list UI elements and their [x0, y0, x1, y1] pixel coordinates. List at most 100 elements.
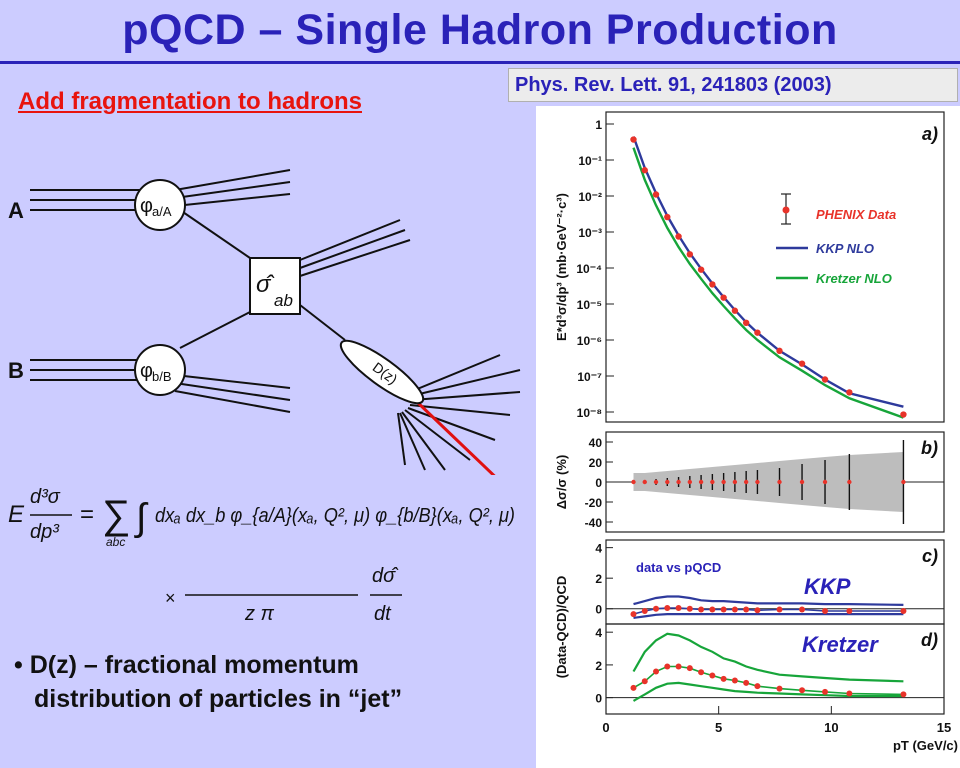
panel-d-data-point: [754, 683, 761, 690]
panel-d-data-point: [675, 663, 682, 670]
phenix-data-point: [652, 191, 660, 198]
panel-b-sys-band: [633, 452, 904, 512]
legend-data-marker: [782, 206, 790, 214]
xtick-label: 15: [937, 720, 951, 735]
phenix-data-point: [754, 329, 761, 336]
panel-d-ytick-label: 0: [595, 692, 602, 706]
phi-aA-sub: a/A: [152, 204, 172, 219]
panel-c-data-point: [776, 606, 783, 613]
formula-sum-sub: abc: [106, 535, 125, 549]
citation-box: Phys. Rev. Lett. 91, 241803 (2003): [508, 68, 958, 102]
bullet-fragmentation: • D(z) – fractional momentum distribution…: [14, 648, 402, 716]
panel-c-data-point: [731, 606, 738, 613]
panel-c-series-label: KKP: [804, 574, 851, 599]
panel-d-data-point: [731, 677, 738, 684]
panel-d-data-point: [630, 684, 637, 691]
formula-sum: ∑: [102, 493, 131, 537]
phenix-data-point: [641, 167, 648, 174]
phenix-data-point: [742, 319, 750, 327]
panel-b-point: [642, 479, 647, 485]
phenix-data-point: [709, 281, 716, 288]
panel-a-frame: [605, 111, 945, 423]
panel-b-ylabel: Δσ/σ (%): [554, 455, 569, 510]
xtick-label: 5: [715, 720, 722, 735]
panel-c-ytick-label: 4: [595, 542, 602, 556]
panel-c-data-point: [799, 606, 806, 613]
panel-c-data-point: [743, 606, 750, 613]
sigma-hat-symbol: σ̂: [256, 271, 274, 298]
panel-d-series-label: Kretzer: [802, 632, 879, 657]
panel-d-data-point: [698, 669, 705, 676]
panel-b-ytick-label: 0: [595, 476, 602, 490]
panel-a-ylabel: E*d³σ/dp³ (mb·GeV⁻²·c³): [554, 193, 569, 341]
panel-d-label: d): [921, 630, 938, 650]
panel-b-point: [799, 479, 805, 485]
panel-c-data-point: [641, 608, 648, 615]
sigma-sub: ab: [274, 291, 293, 310]
panel-d-data-point: [776, 685, 783, 692]
phi-bB-symbol: φ: [140, 360, 153, 382]
formula-equals: =: [80, 501, 94, 528]
phenix-data-point: [630, 136, 637, 143]
figure-labels: 1 10⁻¹ 10⁻² 10⁻³ 10⁻⁴ 10⁻⁵ 10⁻⁶ 10⁻⁷ 10⁻⁸ a) E*d³σ…: [554, 118, 958, 753]
phenix-data-point: [776, 347, 783, 355]
formula-integral: ∫: [134, 497, 149, 539]
panel-c-data-point: [822, 608, 829, 615]
panel-a-label: a): [922, 124, 938, 144]
panel-c-band-lower: [633, 613, 904, 619]
panel-b-point: [822, 479, 828, 485]
panel-c-data-point: [698, 606, 705, 613]
phi-aA-blob: [134, 179, 186, 231]
phenix-data-point: [675, 233, 682, 240]
panel-d-data-point: [664, 663, 671, 670]
formula-dsig-den: dt: [374, 603, 392, 625]
formula-dsig-num: dσ̂: [372, 565, 399, 587]
panel-d-band-lower: [632, 681, 904, 702]
panel-b-point: [631, 479, 636, 485]
legend-kkp-nlo: KKP NLO: [816, 241, 874, 256]
panel-c-data-point: [675, 604, 682, 611]
panel-c-data-point: [709, 606, 716, 613]
panel-d-band-upper: [632, 632, 904, 683]
panel-d-data-point: [641, 678, 648, 685]
panel-b-ytick-label: 40: [589, 436, 603, 450]
panel-cd-ylabel: (Data-QCD)/QCD: [554, 576, 569, 679]
panel-d-data-point: [900, 691, 907, 698]
phenix-data-point: [720, 294, 727, 301]
panel-d-data-point: [709, 672, 716, 679]
label-A: A: [8, 198, 24, 223]
panel-b-point: [676, 479, 681, 485]
phi-aA-symbol: φ: [140, 195, 153, 217]
phi-bB-sub: b/B: [152, 369, 172, 384]
citation-text: Phys. Rev. Lett. 91, 241803 (2003): [515, 74, 832, 96]
phenix-data-point: [686, 251, 694, 258]
formula-frag-den: z π: [244, 603, 275, 625]
panel-c-data-point: [846, 608, 853, 615]
phenix-figure: 1 10⁻¹ 10⁻² 10⁻³ 10⁻⁴ 10⁻⁵ 10⁻⁶ 10⁻⁷ 10⁻⁸ a) E*d³σ…: [536, 106, 960, 768]
panel-b-point: [710, 479, 715, 485]
bullet-line2: distribution of particles in “jet”: [34, 685, 403, 713]
hard-scatter-box: [249, 257, 301, 315]
phenix-data-point: [900, 411, 907, 418]
panel-c-annotation: data vs pQCD: [636, 560, 721, 575]
panel-b-point: [847, 479, 852, 485]
panel-d-data-point: [686, 665, 693, 672]
figure-background: [536, 106, 960, 768]
panel-a-ytick-label: 10⁻²: [578, 190, 602, 204]
phenix-data-point: [846, 389, 853, 396]
panel-c-data-point: [664, 604, 671, 611]
legend-phenix-data: PHENIX Data: [816, 207, 896, 222]
panel-c-ytick-label: 2: [595, 572, 602, 586]
panel-d-ytick-label: 2: [595, 659, 602, 673]
panel-b-point: [665, 479, 670, 485]
phenix-data-point: [697, 266, 705, 273]
panel-c-data-point: [630, 611, 637, 618]
formula-body1: dxₐ dx_b φ_{a/A}(xₐ, Q², μ) φ_{b/B}(xₐ, …: [155, 505, 515, 527]
panel-b-point: [721, 479, 726, 485]
panel-b-point: [755, 479, 760, 485]
phenix-data-point: [798, 360, 806, 367]
panel-a-ytick-label: 10⁻⁶: [577, 334, 602, 348]
panel-d-ytick-label: 4: [595, 626, 602, 640]
panel-b-ytick-label: 20: [589, 456, 603, 470]
fragmentation-blob: [339, 339, 425, 405]
